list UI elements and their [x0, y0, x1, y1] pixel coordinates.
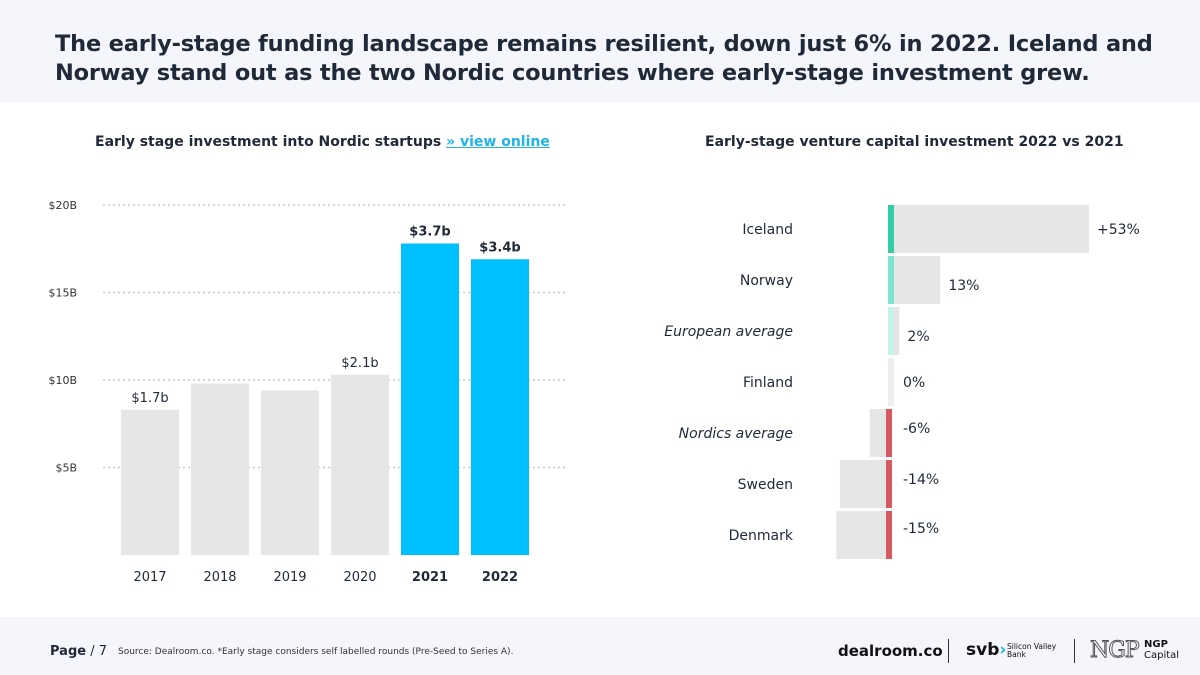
svb-logo-subtitle: Silicon Valley Bank [1007, 643, 1067, 659]
logo-divider [1074, 639, 1075, 663]
data-label: 0% [903, 375, 925, 391]
category-label: Iceland [742, 222, 793, 238]
data-label: $1.7b [131, 391, 168, 406]
bar [121, 409, 179, 555]
view-online-link[interactable]: » view online [446, 134, 550, 150]
svb-chevron-icon: › [999, 640, 1007, 660]
accent-tick [886, 409, 892, 457]
footer: Page / 7 Source: Dealroom.co. *Early sta… [0, 617, 1200, 675]
bar [892, 256, 941, 304]
bar [839, 460, 892, 508]
ngp-logo-text: NGP Capital [1144, 639, 1179, 661]
svb-line2: Bank [1007, 650, 1026, 659]
dealroom-logo: dealroom.co [838, 642, 943, 660]
svb-line1: Silicon Valley [1007, 642, 1057, 651]
page-headline: The early-stage funding landscape remain… [55, 31, 1153, 86]
ngp-logo-mark: NGP [1090, 638, 1141, 664]
accent-tick [886, 460, 892, 508]
bar [261, 390, 319, 555]
header-band: The early-stage funding landscape remain… [0, 0, 1200, 102]
category-label: Finland [743, 375, 793, 391]
data-label: $3.7b [409, 225, 450, 240]
svb-logo: svb› [966, 640, 1006, 660]
bar [836, 511, 892, 559]
y-tick-label: $15B [48, 287, 77, 300]
data-label: -14% [903, 472, 939, 488]
left-chart-title-text: Early stage investment into Nordic start… [95, 134, 442, 150]
y-tick-label: $5B [55, 462, 77, 475]
accent-tick [886, 511, 892, 559]
bar [892, 205, 1089, 253]
accent-tick [888, 205, 894, 253]
data-label: $3.4b [479, 240, 520, 255]
page-label: Page [50, 644, 87, 659]
page-total: / 7 [86, 644, 107, 659]
y-tick-label: $20B [48, 199, 77, 212]
category-label: Sweden [738, 477, 793, 493]
investment-bar-chart: $5B $10B $15B $20B $1.7b 2017 2018 2019 $2.1b 202… [48, 199, 565, 585]
y-tick-label: $10B [48, 374, 77, 387]
ngp-line2: Capital [1144, 650, 1180, 661]
bar [892, 307, 900, 355]
x-tick-label: 2019 [273, 570, 306, 585]
accent-tick [888, 256, 894, 304]
left-chart-title: Early stage investment into Nordic start… [95, 134, 550, 150]
data-label: 13% [948, 278, 979, 294]
page-number: Page / 7 [50, 644, 107, 659]
data-label: +53% [1097, 222, 1140, 238]
bar [191, 383, 249, 555]
category-label: Nordics average [679, 426, 793, 442]
category-label: Denmark [729, 528, 794, 544]
source-note: Source: Dealroom.co. *Early stage consid… [118, 647, 514, 657]
right-chart-title: Early-stage venture capital investment 2… [705, 134, 1124, 150]
svb-logo-text: svb [966, 640, 1000, 660]
category-label: European average [664, 324, 793, 340]
x-tick-label: 2018 [203, 570, 236, 585]
data-label: -15% [903, 521, 939, 537]
data-label: $2.1b [341, 356, 378, 371]
x-tick-label: 2020 [343, 570, 376, 585]
data-label: -6% [903, 421, 930, 437]
bar [401, 243, 459, 555]
x-tick-label: 2022 [482, 570, 518, 585]
logo-divider [948, 639, 949, 663]
change-hbar-chart: Iceland +53% Norway 13% European average 2% Fi… [664, 205, 1140, 559]
ngp-line1: NGP [1144, 639, 1168, 650]
data-label: 2% [907, 329, 929, 345]
category-label: Norway [740, 273, 793, 289]
x-tick-label: 2017 [133, 570, 166, 585]
accent-tick [888, 307, 894, 355]
bar [331, 374, 389, 555]
bar [471, 259, 529, 555]
accent-tick [888, 358, 894, 406]
x-tick-label: 2021 [412, 570, 448, 585]
